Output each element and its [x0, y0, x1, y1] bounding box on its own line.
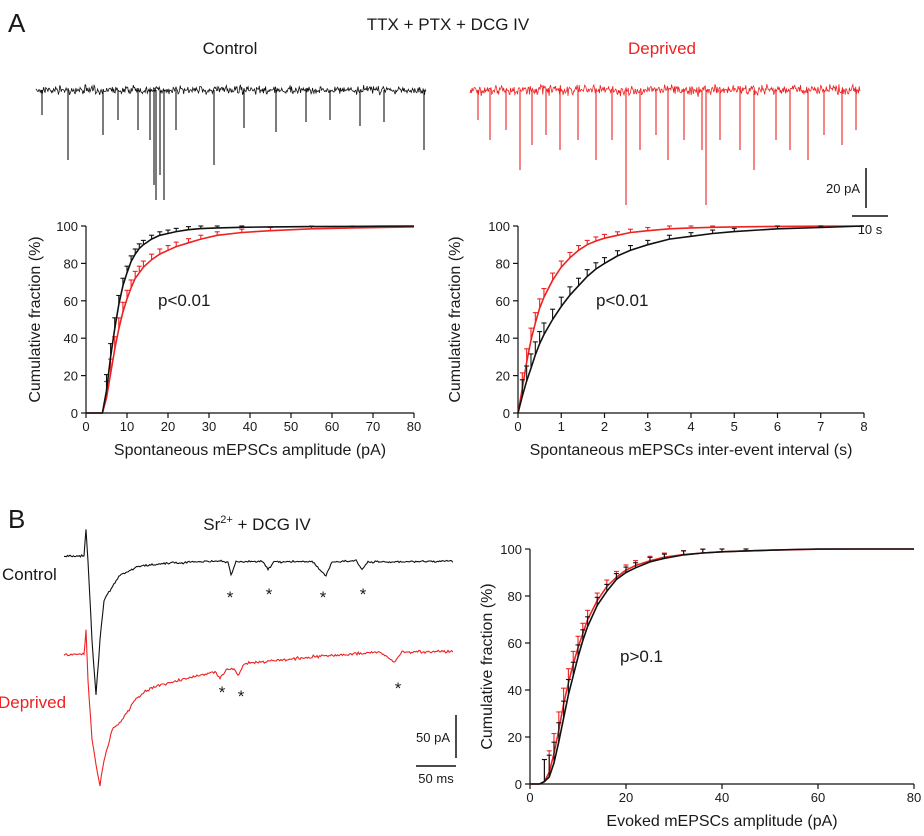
y-tick-label: 0	[503, 406, 510, 421]
x-tick-label: 7	[817, 419, 824, 434]
y-tick-label: 20	[496, 369, 510, 384]
deprived-spontaneous-trace	[469, 83, 861, 205]
chart-evoked-amplitude: 0 20 40 60 80 0 20 40 60 80 100 Evoked mEPSCs ampli…	[479, 542, 921, 830]
event-marker: *	[219, 683, 226, 702]
x-tick-label: 30	[202, 419, 216, 434]
scale-current-label: 50 pA	[416, 730, 450, 745]
control-evoked-trace	[64, 529, 454, 695]
series-control	[530, 548, 914, 785]
x-tick-label: 40	[243, 419, 257, 434]
y-tick-label: 40	[496, 331, 510, 346]
x-tick-label: 5	[731, 419, 738, 434]
series-line	[517, 225, 865, 414]
scale-current-label: 20 pA	[826, 181, 860, 196]
y-tick-label: 0	[515, 777, 522, 792]
event-markers: * * * * * * *	[219, 585, 402, 706]
series-line	[530, 548, 914, 785]
x-axis-label: Evoked mEPSCs amplitude (pA)	[606, 813, 837, 830]
panel-a-condition: TTX + PTX + DCG IV	[367, 15, 530, 34]
x-axis-label: Spontaneous mEPSCs amplitude (pA)	[114, 442, 386, 459]
y-tick-label: 60	[496, 294, 510, 309]
x-tick-label: 20	[619, 790, 633, 805]
event-marker: *	[266, 585, 273, 604]
x-tick-label: 60	[325, 419, 339, 434]
y-tick-label: 80	[508, 589, 522, 604]
series-deprived	[517, 225, 865, 414]
x-tick-label: 4	[687, 419, 694, 434]
y-axis-label: Cumulative fraction (%)	[27, 236, 44, 402]
y-axis-label: Cumulative fraction (%)	[479, 583, 496, 749]
series-deprived	[530, 548, 914, 785]
x-tick-label: 80	[907, 790, 921, 805]
deprived-title: Deprived	[628, 39, 696, 58]
x-tick-label: 1	[558, 419, 565, 434]
deprived-evoked-trace	[63, 629, 454, 787]
y-tick-label: 100	[488, 219, 510, 234]
event-marker: *	[395, 679, 402, 698]
panel-b-letter: B	[8, 504, 25, 534]
scale-time-label: 10 s	[858, 222, 883, 237]
series-line	[86, 225, 415, 414]
x-tick-label: 50	[284, 419, 298, 434]
y-tick-label: 80	[496, 256, 510, 271]
series-line	[517, 225, 865, 414]
event-marker: *	[320, 588, 327, 607]
x-tick-label: 3	[644, 419, 651, 434]
x-tick-label: 10	[120, 419, 134, 434]
p-value-annotation: p<0.01	[158, 291, 210, 310]
series-deprived	[86, 225, 415, 414]
trace-baseline	[35, 83, 427, 96]
x-tick-label: 60	[811, 790, 825, 805]
panel-b-deprived-label: Deprived	[0, 693, 66, 712]
series-control	[86, 225, 415, 414]
y-tick-label: 20	[64, 369, 78, 384]
panel-b-scale-bar: 50 pA 50 ms	[416, 715, 457, 786]
series-control	[517, 225, 865, 414]
trace-line	[63, 629, 454, 787]
event-marker: *	[360, 585, 367, 604]
y-tick-label: 20	[508, 730, 522, 745]
event-marker: *	[227, 588, 234, 607]
y-tick-label: 60	[508, 636, 522, 651]
y-tick-label: 100	[56, 219, 78, 234]
y-tick-label: 40	[64, 331, 78, 346]
y-tick-label: 40	[508, 683, 522, 698]
x-tick-label: 0	[514, 419, 521, 434]
control-title: Control	[203, 39, 258, 58]
y-tick-label: 80	[64, 256, 78, 271]
trace-baseline	[469, 83, 861, 97]
x-tick-label: 2	[601, 419, 608, 434]
y-axis-label: Cumulative fraction (%)	[447, 236, 464, 402]
x-tick-label: 0	[82, 419, 89, 434]
chart-spontaneous-amplitude: 0 10 20 30 40 50 60 70 80 0 20 40 60 80 100 Spontaneous…	[27, 219, 421, 459]
trace-line	[64, 529, 454, 695]
x-tick-label: 20	[161, 419, 175, 434]
series-line	[86, 226, 415, 414]
x-tick-label: 0	[526, 790, 533, 805]
x-tick-label: 80	[407, 419, 421, 434]
y-tick-label: 0	[71, 406, 78, 421]
panel-b-control-label: Control	[2, 565, 57, 584]
series-line	[530, 548, 914, 785]
panel-b-condition: Sr2+ + DCG IV	[203, 514, 311, 534]
p-value-annotation: p>0.1	[620, 647, 663, 666]
event-marker: *	[238, 687, 245, 706]
y-tick-label: 100	[500, 542, 522, 557]
x-tick-label: 40	[715, 790, 729, 805]
p-value-annotation: p<0.01	[596, 291, 648, 310]
x-tick-label: 6	[774, 419, 781, 434]
control-spontaneous-trace	[35, 83, 427, 200]
panel-a-letter: A	[8, 8, 26, 38]
y-tick-label: 60	[64, 294, 78, 309]
x-tick-label: 8	[860, 419, 867, 434]
x-axis-label: Spontaneous mEPSCs inter-event interval …	[530, 442, 853, 459]
x-tick-label: 70	[366, 419, 380, 434]
scale-time-label: 50 ms	[418, 771, 454, 786]
